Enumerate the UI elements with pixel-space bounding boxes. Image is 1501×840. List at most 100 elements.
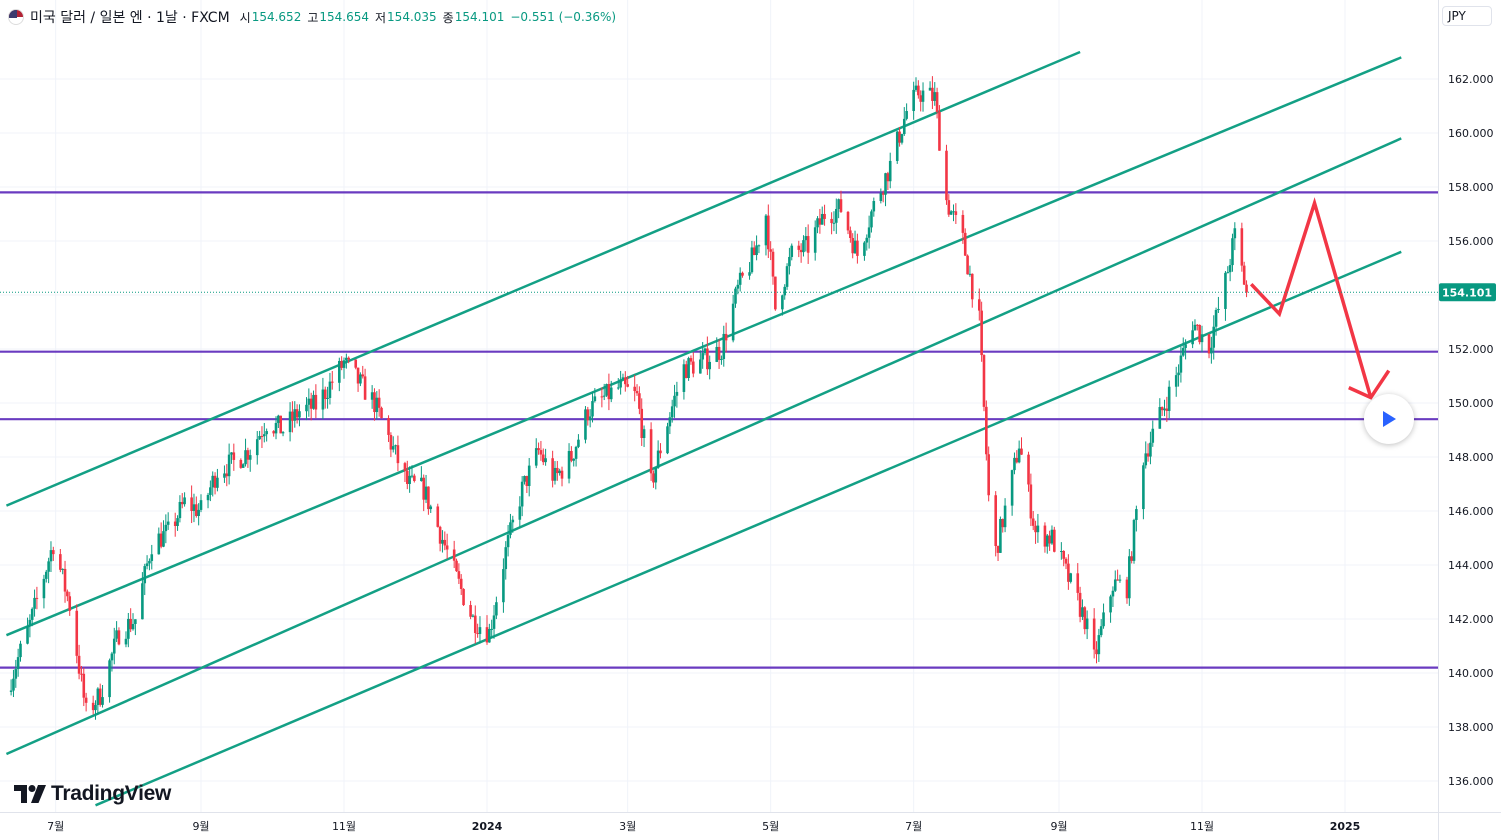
candle-body [1095,649,1098,655]
candle-body [1053,529,1056,552]
candle-body [230,452,233,455]
candle-body [148,560,151,564]
candle-body [945,150,948,201]
tradingview-logo[interactable]: TradingView [14,782,171,806]
last-price-tag-label: 154.101 [1442,286,1492,299]
channel-lines [5,50,1402,807]
open-label: 시 [239,10,251,25]
candle-body [701,353,704,360]
candle-body [492,615,496,629]
candle-body [769,249,772,252]
candle-body [192,504,196,511]
candle-body [572,458,576,461]
candle-body [682,364,686,392]
candle-body [783,286,787,296]
candle-body [1020,448,1023,455]
symbol-title[interactable]: 미국 달러 / 일본 엔 · 1날 · FXCM [30,10,230,26]
candle-body [1132,519,1136,561]
candle-body [731,303,735,341]
candle-body [197,509,200,516]
candle-body [1125,579,1129,599]
candle-body [248,455,252,460]
price-tick-label: 156.000 [1448,235,1494,248]
candle-body [1102,612,1105,627]
candle-body [345,357,348,361]
candle-body [1231,238,1234,266]
currency-button[interactable]: JPY [1442,6,1492,26]
candle-body [830,218,833,224]
candle-body [980,310,983,356]
candle-body [616,387,620,389]
candle-body [84,697,88,703]
candle-body [586,409,590,421]
candle-body [164,524,168,532]
chart-grid [0,0,1438,812]
candle-body [834,208,838,223]
candle-body [471,615,475,617]
candle-body [816,218,819,228]
candle-body [1167,386,1171,411]
candle-body [593,396,597,402]
candle-body [1142,465,1145,510]
candle-body [1191,330,1194,345]
projection-arrowhead [1348,369,1391,400]
candle-body [1233,228,1237,239]
candle-body [1081,607,1084,617]
candle-body [232,452,236,460]
candle-body [898,131,901,143]
candle-body [354,359,358,368]
time-tick-label: 7월 [47,820,64,833]
candle-body [1111,590,1115,597]
candle-body [837,199,840,209]
candle-body [715,346,719,362]
candle-body [1226,272,1230,274]
candle-body [16,657,20,670]
candle-body [921,90,925,102]
candle-body [902,118,906,135]
candle-body [314,394,318,410]
candle-body [347,357,350,360]
candle-body [933,92,937,101]
candle-body [556,467,559,474]
candle-body [1010,470,1014,506]
candle-body [33,597,36,609]
candle-body [851,237,855,254]
candle-body [298,411,301,418]
candle-body [1224,272,1227,309]
candle-body [143,566,147,584]
candle-body [977,299,981,311]
candle-body [691,361,695,374]
candle-body [994,495,998,546]
candle-body [1228,265,1232,273]
candle-body [1067,563,1070,582]
candle-body [668,417,672,427]
candle-body [391,446,395,450]
candle-body [195,504,198,516]
price-tick-label: 148.000 [1448,451,1494,464]
candle-body [473,615,477,634]
price-tick-label: 138.000 [1448,721,1494,734]
candle-body [211,475,215,488]
candle-body [738,272,742,285]
candle-body [1242,265,1246,285]
price-axis[interactable]: 136.000 138.000 140.000 142.000 144.000 146.0… [1448,73,1494,788]
candle-body [59,554,62,570]
candle-body [684,364,688,378]
time-axis[interactable]: 7월 9월 11월 2024 3월 5월 7월 9월 11월 2025 [47,820,1360,833]
play-button[interactable] [1364,394,1414,444]
candle-body [478,627,482,634]
candle-body [490,628,493,630]
candle-body [652,473,655,483]
candle-body [912,89,915,112]
candle-body [307,398,311,405]
candle-body [961,214,965,233]
candle-body [788,256,791,267]
price-tick-label: 160.000 [1448,127,1494,140]
candle-body [1013,457,1016,471]
low-label: 저 [375,10,387,25]
candle-body [1130,556,1133,561]
candle-body [115,630,118,639]
candle-body [689,358,693,362]
candle-body [987,454,990,496]
